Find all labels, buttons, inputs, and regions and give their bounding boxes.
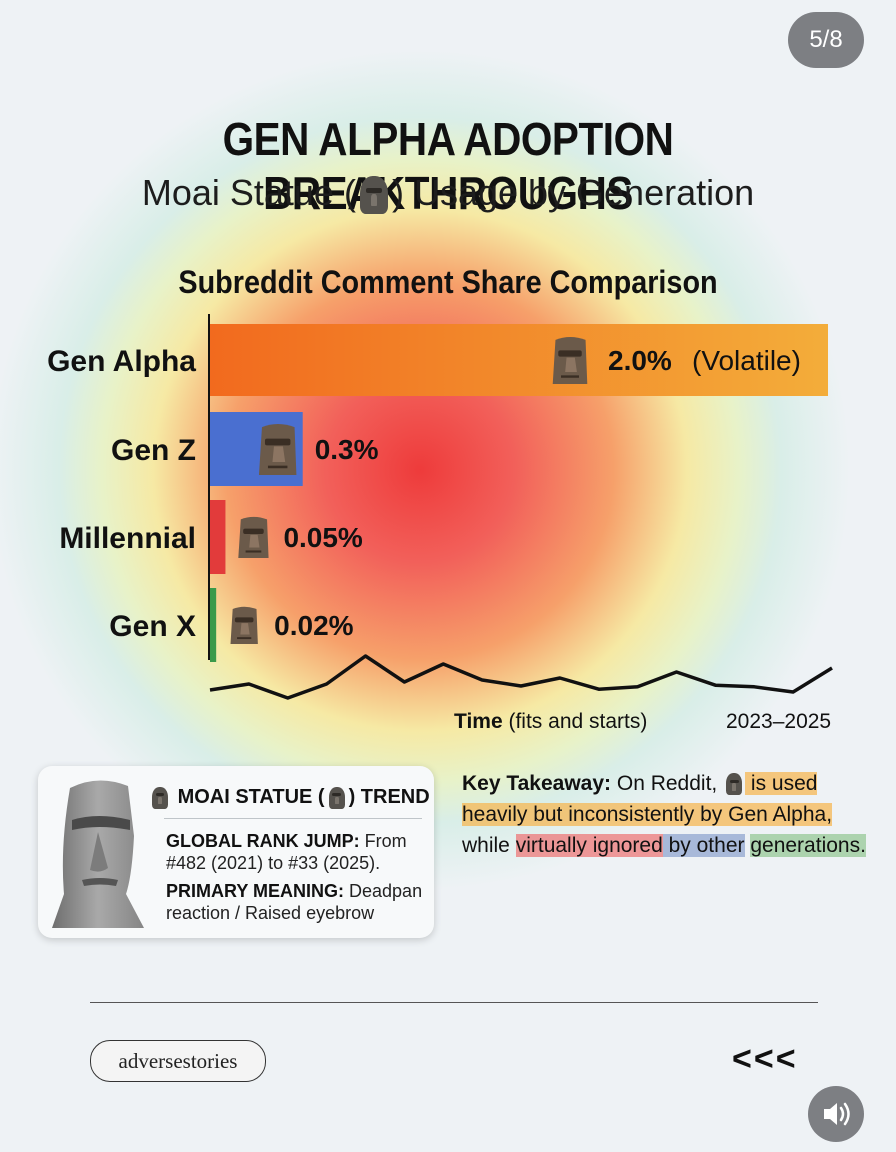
category-label: Gen X	[109, 610, 196, 643]
card-heading-before: MOAI STATUE (	[177, 786, 325, 808]
moai-icon	[258, 424, 297, 475]
back-chevrons[interactable]: <<<	[732, 1040, 798, 1078]
value-label: 0.3%	[315, 434, 379, 465]
bar-chart: Gen Alpha 2.0% (Volatile) Gen Z 0.3% Millenni…	[47, 314, 833, 733]
time-axis-label: Time (fits and starts)	[454, 710, 647, 733]
bar-millennial	[210, 500, 226, 574]
value-note: (Volatile)	[692, 345, 801, 376]
moai-icon	[328, 786, 345, 809]
rank-jump-label: GLOBAL RANK JUMP:	[166, 831, 360, 851]
takeaway-text-1: On Reddit,	[611, 772, 724, 795]
moai-icon	[726, 773, 743, 796]
value-label: 0.05%	[283, 522, 362, 553]
primary-meaning-text: PRIMARY MEANING: Deadpan reaction / Rais…	[166, 880, 428, 924]
rank-jump-text: GLOBAL RANK JUMP: From #482 (2021) to #3…	[166, 830, 428, 874]
primary-meaning-label: PRIMARY MEANING:	[166, 881, 345, 901]
speaker-icon	[824, 1102, 850, 1126]
chart-title: Subreddit Comment Share Comparison	[178, 264, 718, 300]
page-title: GEN ALPHA ADOPTION BREAKTHROUGHS	[222, 113, 674, 219]
category-label: Millennial	[59, 522, 196, 555]
bar-gen-alpha	[210, 324, 828, 396]
takeaway-text-2: while	[462, 834, 516, 857]
card-heading-after: ) TREND	[348, 786, 430, 808]
moai-icon	[238, 516, 269, 558]
moai-icon	[230, 606, 258, 644]
card-heading: MOAI STATUE ( ) TREND	[148, 786, 430, 809]
moai-icon	[152, 786, 168, 809]
subtitle-after: ) Usage by Generation	[391, 172, 755, 213]
moai-statue-icon	[52, 780, 144, 928]
takeaway-highlight-red: virtually ignored	[515, 834, 663, 857]
time-range-label: 2023–2025	[726, 710, 831, 733]
card-divider	[164, 818, 422, 819]
subtitle-before: Moai Statue (	[141, 172, 356, 213]
category-label: Gen Alpha	[47, 345, 196, 378]
time-label-bold: Time	[454, 710, 503, 733]
rank-jump-value: From #482 (2021) to #33 (2025).	[166, 831, 407, 873]
key-takeaway: Key Takeaway: On Reddit, is used heavily…	[462, 768, 882, 861]
footer-divider	[90, 1002, 818, 1003]
value-label: 0.02%	[274, 610, 353, 641]
page-counter: 5/8	[788, 12, 864, 68]
trend-line	[209, 654, 833, 700]
time-label-rest: (fits and starts)	[503, 710, 648, 733]
subtitle: Moai Statue ( ) Usage by Generation	[0, 172, 896, 215]
moai-icon	[552, 336, 588, 384]
brand-badge[interactable]: adversestories	[90, 1040, 266, 1082]
category-label: Gen Z	[111, 434, 196, 467]
takeaway-label: Key Takeaway:	[462, 772, 612, 795]
audio-button[interactable]	[808, 1086, 864, 1142]
takeaway-highlight-blue: by other	[662, 834, 745, 857]
value-label: 2.0%	[608, 345, 672, 376]
bar-gen-x	[210, 588, 217, 662]
trend-card: MOAI STATUE ( ) TREND GLOBAL RANK JUMP: F…	[38, 766, 434, 938]
primary-meaning-value: Deadpan reaction / Raised eyebrow	[166, 881, 423, 923]
takeaway-highlight-green: generations.	[750, 834, 866, 857]
moai-icon	[359, 176, 388, 215]
